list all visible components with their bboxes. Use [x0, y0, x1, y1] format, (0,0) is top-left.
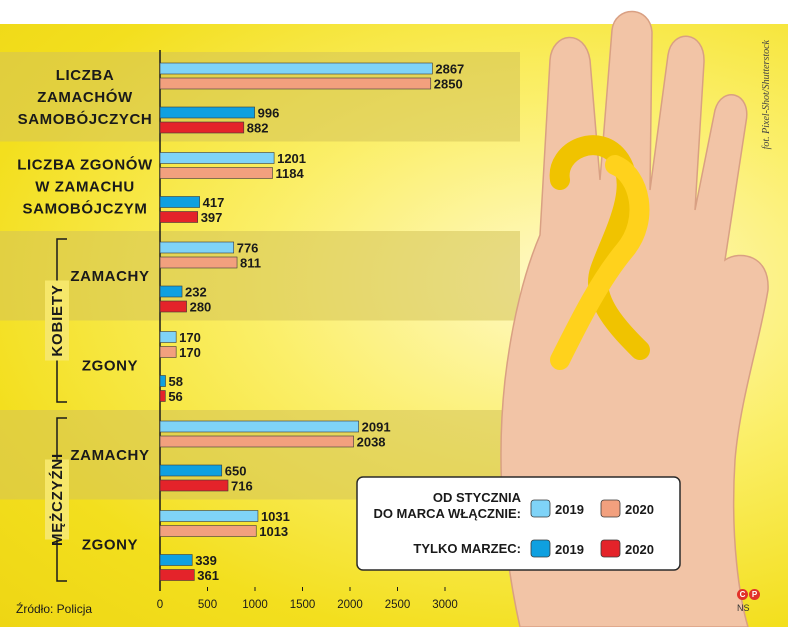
logo-mark-p: P — [749, 589, 760, 600]
category-label: ZAMACHÓW — [37, 88, 133, 106]
legend-swatch — [600, 539, 621, 558]
value-label: 2091 — [362, 420, 391, 435]
bar — [159, 167, 273, 179]
group-label: KOBIETY — [49, 284, 66, 356]
bar — [159, 121, 245, 134]
bar — [159, 510, 259, 522]
bar — [159, 152, 275, 164]
bar — [159, 435, 354, 448]
value-label: 56 — [168, 389, 182, 404]
x-tick-label: 3000 — [432, 599, 458, 611]
x-tick-label: 2000 — [337, 599, 363, 611]
value-label: 2850 — [434, 77, 463, 92]
bar — [159, 256, 238, 269]
legend-entry: 2020 — [625, 542, 654, 557]
bar — [159, 346, 177, 358]
value-label: 2867 — [435, 62, 464, 77]
source-note: Źródło: Policja — [16, 602, 93, 616]
category-label: LICZBA ZGONÓW — [17, 155, 153, 173]
group-label-bg — [45, 280, 69, 361]
hand-with-ribbon-illustration — [500, 10, 769, 627]
bar — [159, 285, 183, 298]
bar — [159, 241, 235, 254]
category-label: ZGONY — [82, 536, 138, 553]
legend-entry: 2019 — [555, 542, 584, 557]
value-label: 170 — [179, 345, 201, 360]
value-label: 417 — [203, 195, 225, 210]
logo-text: NS — [737, 603, 750, 613]
category-label: ZAMACHY — [70, 447, 149, 464]
category-label: LICZBA — [56, 67, 115, 84]
bar — [159, 569, 195, 581]
category-label: SAMOBÓJCZYCH — [18, 110, 153, 128]
value-label: 397 — [201, 210, 223, 225]
value-label: 280 — [190, 300, 212, 315]
legend-swatch — [530, 499, 551, 518]
legend-entry: 2020 — [625, 502, 654, 517]
bar — [159, 554, 193, 566]
value-label: 1201 — [277, 151, 306, 166]
legend-swatch — [530, 539, 551, 558]
legend-period-label: DO MARCA WŁĄCZNIE: — [373, 506, 521, 521]
bar — [159, 420, 359, 433]
photo-credit: fot. Pixel-Shot/Shutterstock — [761, 40, 772, 150]
legend-box — [356, 476, 681, 571]
bar — [159, 211, 199, 223]
value-label: 716 — [231, 479, 253, 494]
legend-period-label: TYLKO MARZEC: — [413, 541, 521, 556]
value-label: 996 — [258, 106, 280, 121]
value-label: 339 — [195, 553, 217, 568]
value-label: 2038 — [357, 435, 386, 450]
bar — [159, 464, 223, 477]
x-tick-label: 1000 — [242, 599, 268, 611]
category-label: ZAMACHY — [70, 268, 149, 285]
value-label: 882 — [247, 121, 269, 136]
value-label: 776 — [237, 241, 259, 256]
x-tick-label: 500 — [198, 599, 217, 611]
category-label: W ZAMACHU — [35, 178, 135, 195]
bar — [159, 331, 177, 343]
bar — [159, 196, 200, 208]
section-band — [0, 231, 520, 321]
value-label: 650 — [225, 464, 247, 479]
bar — [159, 375, 166, 387]
bar — [159, 390, 166, 402]
logo-mark-c: C — [737, 589, 748, 600]
value-label: 232 — [185, 285, 207, 300]
bar — [159, 106, 255, 119]
bar — [159, 479, 229, 492]
group-label-bg — [45, 459, 69, 540]
bar — [159, 62, 433, 75]
publisher-logo: C P NS — [737, 589, 761, 619]
value-label: 1031 — [261, 509, 290, 524]
category-label: SAMOBÓJCZYM — [23, 199, 148, 217]
value-label: 811 — [240, 256, 261, 271]
value-label: 58 — [169, 374, 183, 389]
value-label: 1184 — [275, 166, 304, 181]
bar — [159, 300, 187, 313]
x-tick-label: 1500 — [290, 599, 316, 611]
bar — [159, 77, 432, 90]
value-label: 1013 — [259, 524, 288, 539]
bar — [159, 525, 257, 537]
group-label: MĘŻCZYŹNI — [49, 453, 66, 546]
value-label: 361 — [197, 568, 219, 583]
legend-period-label: OD STYCZNIA — [433, 490, 522, 505]
legend-swatch — [600, 499, 621, 518]
legend-entry: 2019 — [555, 502, 584, 517]
x-tick-label: 2500 — [385, 599, 411, 611]
category-label: ZGONY — [82, 357, 138, 374]
value-label: 170 — [179, 330, 201, 345]
x-tick-label: 0 — [157, 599, 163, 611]
